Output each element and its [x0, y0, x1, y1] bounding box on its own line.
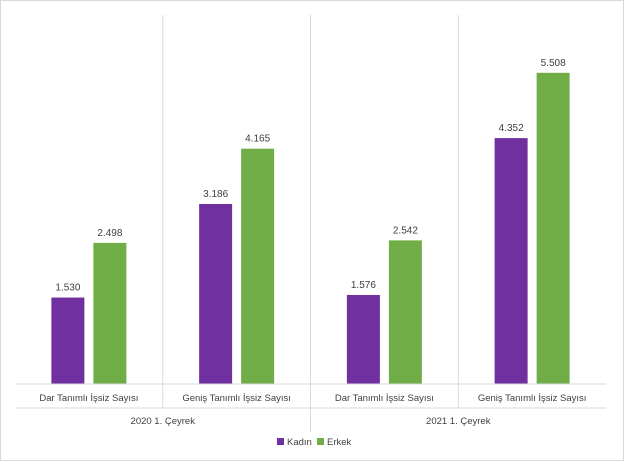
- data-label-erkek-3: 5.508: [541, 58, 566, 69]
- bar-kadın-2: [346, 294, 380, 384]
- bar-kadın-0: [51, 297, 85, 384]
- data-label-kadın-0: 1.530: [55, 283, 80, 294]
- data-label-kadın-1: 3.186: [203, 189, 228, 200]
- data-label-erkek-0: 2.498: [97, 228, 122, 239]
- category-label-0: Dar Tanımlı İşsiz Sayısı: [39, 393, 138, 404]
- category-label-1: Geniş Tanımlı İşsiz Sayısı: [182, 393, 291, 404]
- legend-swatch-erkek: [317, 438, 324, 445]
- legend-label-kadın: Kadın: [287, 437, 312, 448]
- data-label-kadın-3: 4.352: [499, 123, 524, 134]
- bar-erkek-0: [93, 242, 127, 384]
- data-label-erkek-1: 4.165: [245, 134, 270, 145]
- category-dividers: [15, 15, 606, 432]
- bar-kadın-1: [199, 203, 233, 384]
- bar-kadın-3: [494, 138, 528, 384]
- group-label-1: 2021 1. Çeyrek: [426, 416, 491, 427]
- legend-label-erkek: Erkek: [327, 437, 352, 448]
- group-label-0: 2020 1. Çeyrek: [131, 416, 196, 427]
- data-label-erkek-2: 2.542: [393, 225, 418, 236]
- bars-group: [51, 72, 570, 384]
- bar-erkek-2: [388, 240, 422, 384]
- x-axis: Dar Tanımlı İşsiz Sayısı Geniş Tanımlı İş…: [15, 383, 606, 427]
- category-label-2: Dar Tanımlı İşsiz Sayısı: [335, 393, 434, 404]
- bar-erkek-1: [241, 148, 275, 384]
- bar-erkek-3: [536, 72, 570, 384]
- category-label-3: Geniş Tanımlı İşsiz Sayısı: [478, 393, 587, 404]
- data-labels-group: 1.530 2.498 3.186 4.165 1.576 2.542 4.352 5.508: [55, 58, 566, 294]
- legend-swatch-kadın: [277, 438, 284, 445]
- legend: Kadın Erkek: [277, 437, 352, 448]
- data-label-kadın-2: 1.576: [351, 280, 376, 291]
